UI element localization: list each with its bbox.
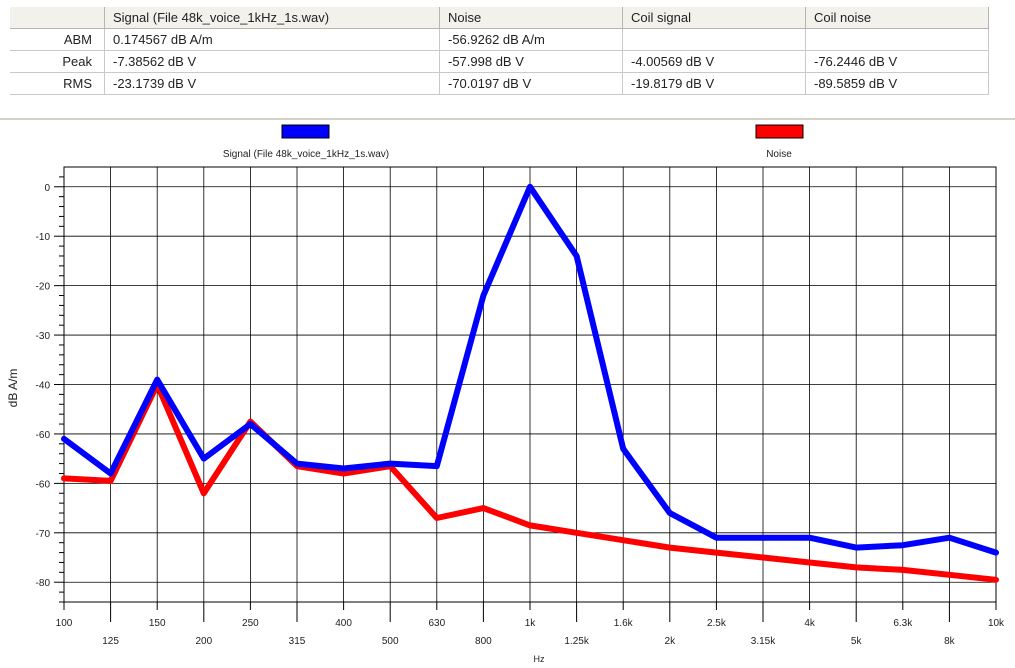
table-cell <box>805 28 989 51</box>
y-tick-label: -30 <box>36 331 51 342</box>
chart-ticks: 0 -10 -20 -30 -40 -60 -60 -70 -80 100 150 250 400 630… <box>36 176 1005 647</box>
table-cell: -56.9262 dB A/m <box>439 28 623 51</box>
legend-swatch <box>281 124 330 139</box>
y-tick-label: -60 <box>36 430 51 441</box>
table-cell: -70.0197 dB V <box>439 72 623 95</box>
legend-label: Noise <box>766 149 792 160</box>
x-axis-label: Hz <box>534 654 545 664</box>
x-tick-label: 3.15k <box>751 636 776 647</box>
table-cell <box>622 28 806 51</box>
x-tick-label: 1.25k <box>564 636 589 647</box>
x-tick-label: 2k <box>665 636 677 647</box>
y-tick-label: -20 <box>36 282 51 293</box>
legend-swatch <box>755 124 804 139</box>
x-tick-label: 150 <box>149 618 166 629</box>
y-tick-label: -70 <box>36 529 51 540</box>
y-tick-label: -10 <box>36 232 51 243</box>
series-line <box>61 381 999 583</box>
table-cell: -19.8179 dB V <box>622 72 806 95</box>
y-tick-label: -80 <box>36 578 51 589</box>
table-row: ABM 0.174567 dB A/m -56.9262 dB A/m <box>10 28 989 51</box>
y-tick-label: 0 <box>44 183 50 194</box>
x-tick-label: 6.3k <box>893 618 913 629</box>
table-cell: -7.38562 dB V <box>104 50 440 73</box>
x-tick-label: 1k <box>525 618 537 629</box>
row-label: ABM <box>10 28 105 51</box>
x-tick-label: 800 <box>475 636 492 647</box>
x-tick-label: 2.5k <box>707 618 727 629</box>
row-label: Peak <box>10 50 105 73</box>
x-tick-label: 200 <box>195 636 212 647</box>
panel-divider <box>0 118 1015 120</box>
y-tick-label: -60 <box>36 479 51 490</box>
table-header-row: Signal (File 48k_voice_1kHz_1s.wav) Nois… <box>10 7 989 29</box>
chart-grid <box>63 166 997 603</box>
x-tick-label: 1.6k <box>614 618 634 629</box>
column-header[interactable]: Signal (File 48k_voice_1kHz_1s.wav) <box>104 7 440 29</box>
y-tick-label: -40 <box>36 381 51 392</box>
column-header[interactable]: Coil signal <box>622 7 806 29</box>
x-tick-label: 4k <box>804 618 816 629</box>
x-tick-label: 400 <box>335 618 352 629</box>
table-cell: -4.00569 dB V <box>622 50 806 73</box>
table-row: Peak -7.38562 dB V -57.998 dB V -4.00569… <box>10 50 989 73</box>
chart-legend: Signal (File 48k_voice_1kHz_1s.wav) Noise <box>223 124 804 160</box>
table-cell: 0.174567 dB A/m <box>104 28 440 51</box>
table-cell: -89.5859 dB V <box>805 72 989 95</box>
x-tick-label: 10k <box>988 618 1005 629</box>
y-axis-label: dB A/m <box>6 369 20 408</box>
series-line <box>61 183 999 556</box>
table-row: RMS -23.1739 dB V -70.0197 dB V -19.8179… <box>10 72 989 95</box>
chart-series <box>61 183 999 583</box>
table-cell: -57.998 dB V <box>439 50 623 73</box>
x-tick-label: 100 <box>56 618 73 629</box>
column-header[interactable]: Coil noise <box>805 7 989 29</box>
x-tick-label: 500 <box>382 636 399 647</box>
x-tick-label: 8k <box>944 636 956 647</box>
table-cell: -76.2446 dB V <box>805 50 989 73</box>
results-table: Signal (File 48k_voice_1kHz_1s.wav) Nois… <box>10 7 989 95</box>
x-tick-label: 250 <box>242 618 259 629</box>
x-tick-label: 125 <box>102 636 119 647</box>
row-label: RMS <box>10 72 105 95</box>
table-cell: -23.1739 dB V <box>104 72 440 95</box>
column-header[interactable]: Noise <box>439 7 623 29</box>
x-tick-label: 5k <box>851 636 863 647</box>
column-header[interactable] <box>10 7 105 29</box>
x-tick-label: 315 <box>289 636 306 647</box>
legend-label: Signal (File 48k_voice_1kHz_1s.wav) <box>223 149 389 160</box>
x-tick-label: 630 <box>428 618 445 629</box>
